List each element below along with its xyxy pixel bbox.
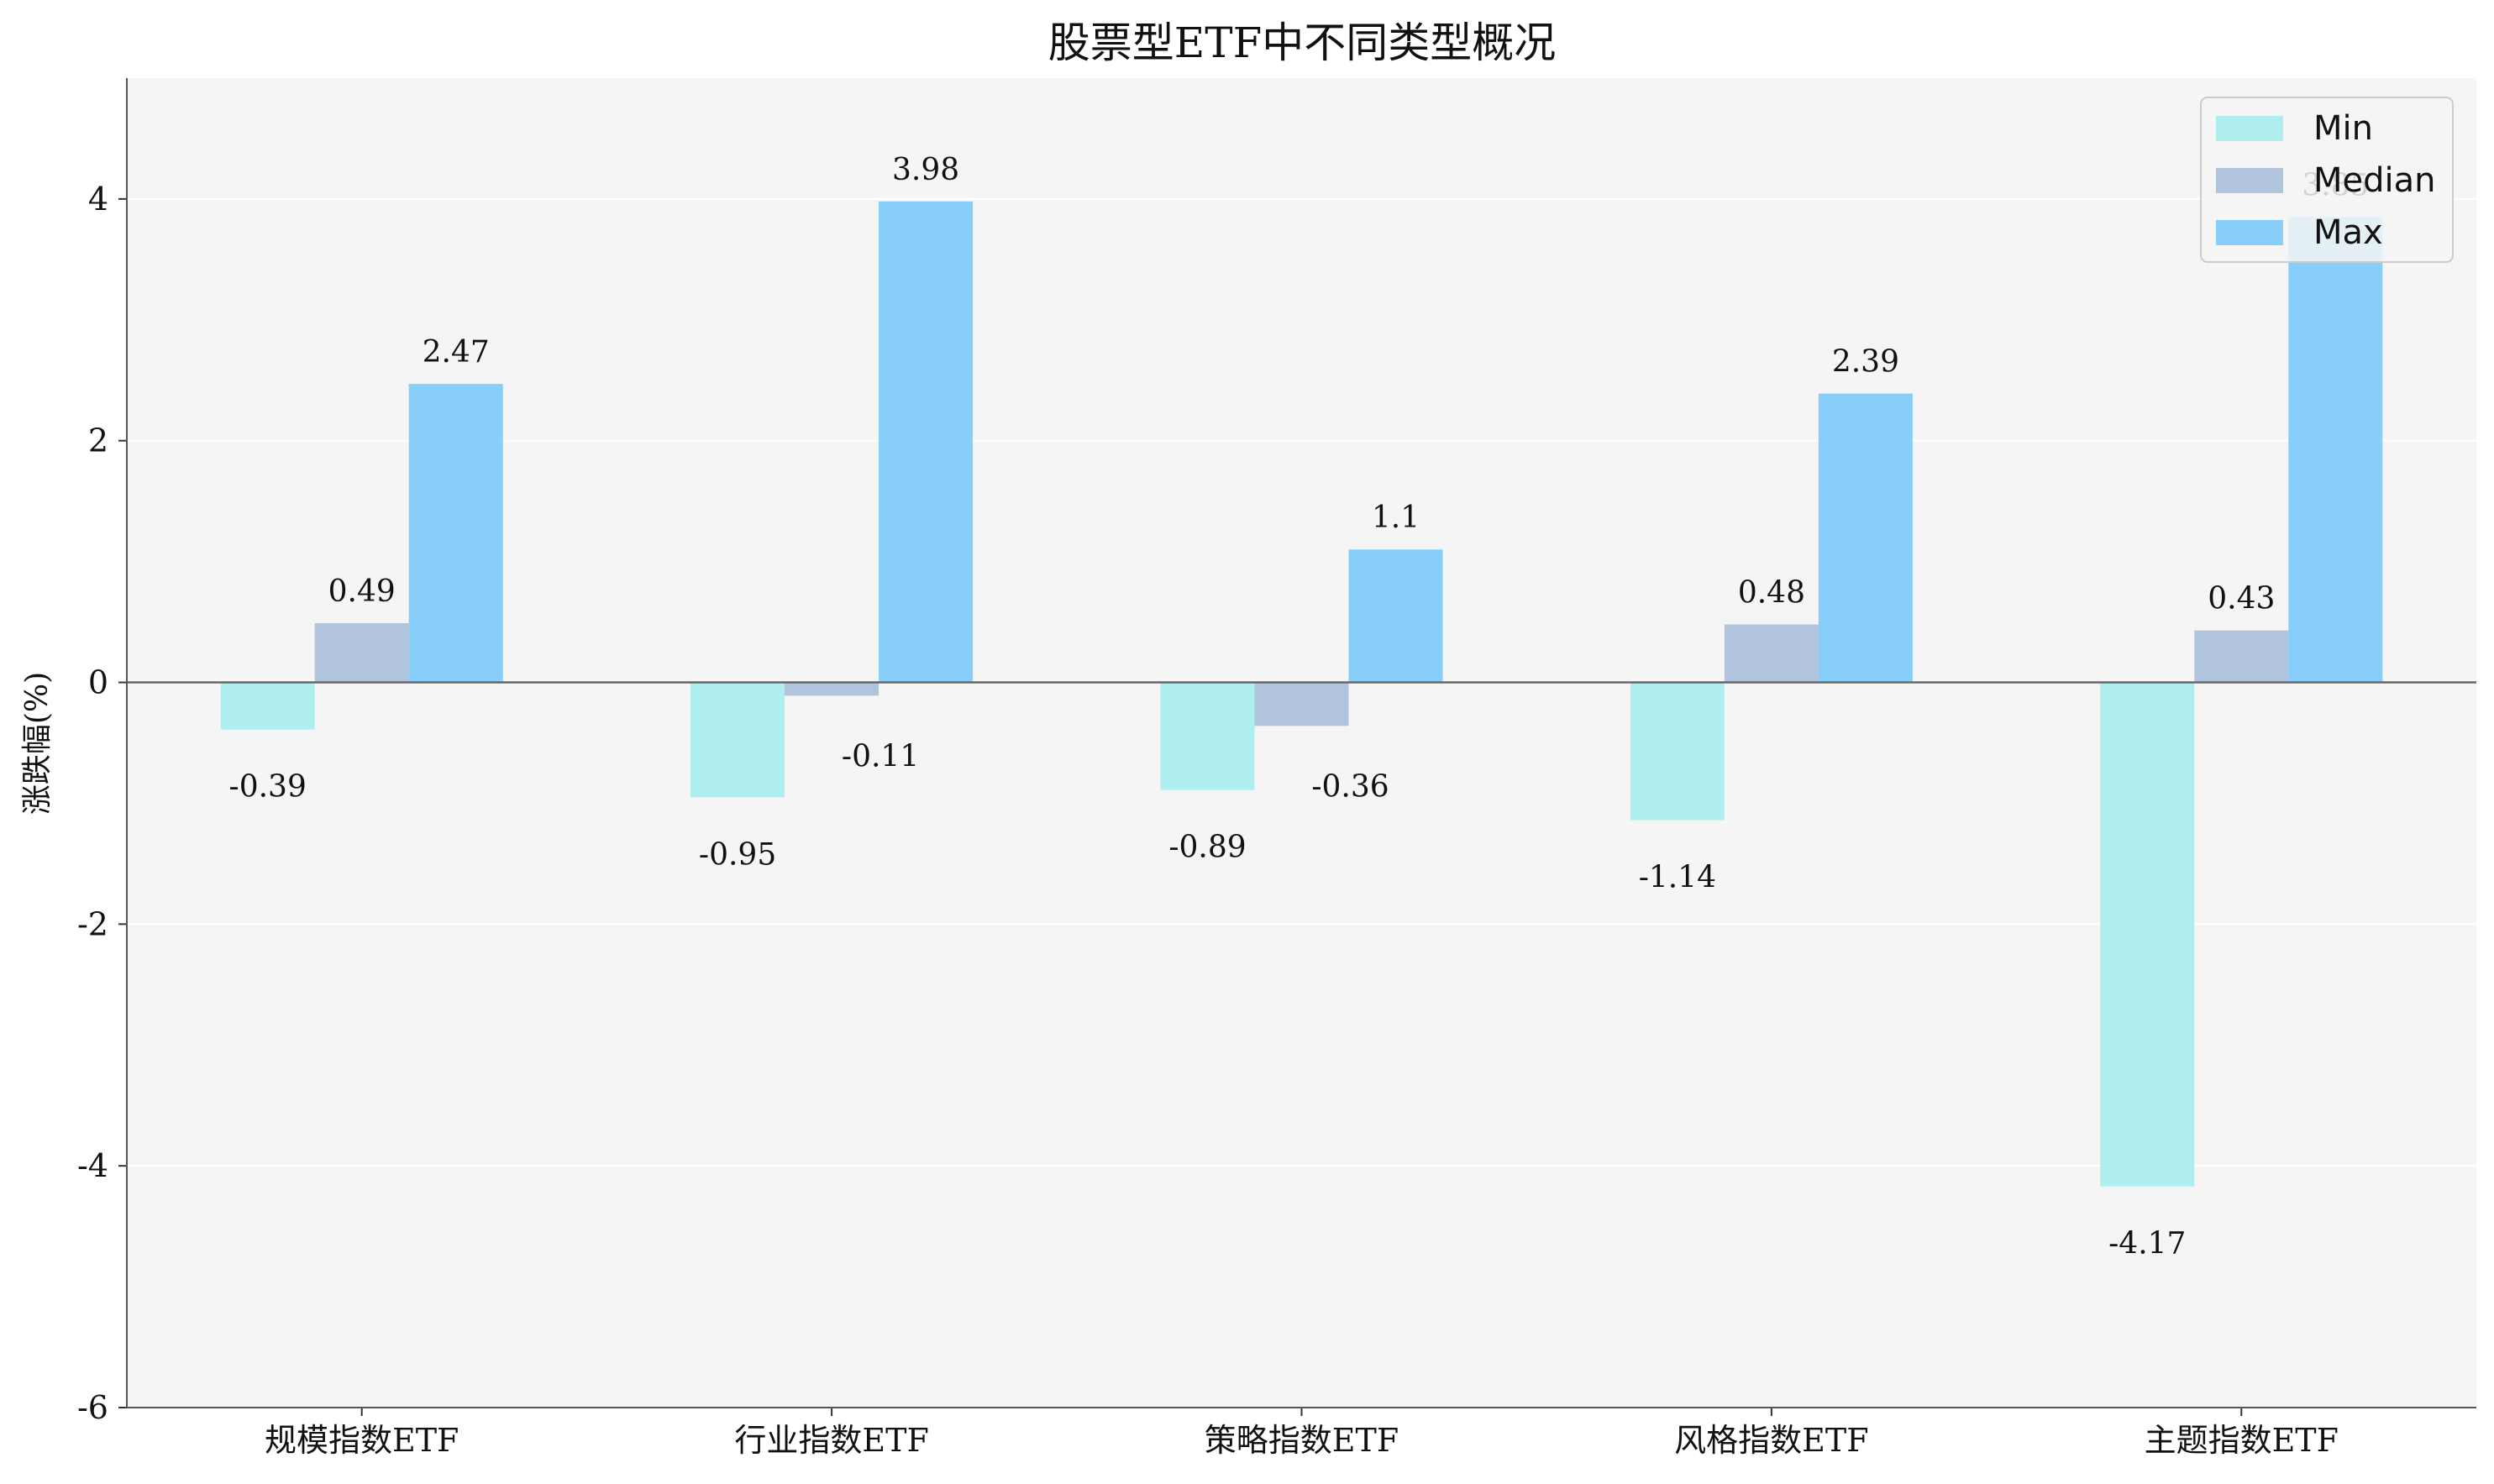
legend-swatch xyxy=(2216,116,2283,141)
x-tick-label: 策略指数ETF xyxy=(1205,1422,1399,1459)
bar xyxy=(690,682,785,798)
data-label: 0.43 xyxy=(2208,582,2275,616)
legend-label: Min xyxy=(2313,109,2373,148)
bar xyxy=(1160,682,1255,790)
y-tick-label: -4 xyxy=(77,1147,108,1184)
legend-label: Max xyxy=(2313,213,2383,252)
data-label: 0.48 xyxy=(1738,575,1805,610)
bar xyxy=(220,682,315,730)
data-label: 3.98 xyxy=(892,153,959,187)
y-tick-label: 2 xyxy=(88,422,108,459)
bar xyxy=(2100,682,2195,1187)
data-label: -0.39 xyxy=(229,770,307,805)
data-label: -0.95 xyxy=(699,837,776,872)
y-axis-label: 涨跌幅(%) xyxy=(20,672,55,815)
bar xyxy=(314,623,409,683)
bar xyxy=(1630,682,1725,821)
data-label: 0.49 xyxy=(328,574,396,609)
bar xyxy=(2194,630,2289,683)
data-label: -0.89 xyxy=(1168,831,1246,865)
axes: 规模指数ETF 行业指数ETF 策略指数ETF 风格指数ETF 主题指数ETF -6 -4 -… xyxy=(77,78,2476,1459)
plot-background xyxy=(127,78,2476,1408)
bar xyxy=(785,682,879,696)
data-label: -0.11 xyxy=(842,739,919,773)
x-tick-label: 行业指数ETF xyxy=(734,1422,928,1459)
y-tick-label: 4 xyxy=(88,181,108,218)
data-label: 2.39 xyxy=(1832,345,1899,380)
data-label: 2.47 xyxy=(423,335,490,370)
data-label: -0.36 xyxy=(1311,769,1389,804)
y-tick-label: -6 xyxy=(77,1389,108,1426)
bar xyxy=(408,384,503,683)
bar xyxy=(1254,682,1349,726)
x-tick-label: 规模指数ETF xyxy=(265,1422,459,1459)
data-label: -4.17 xyxy=(2108,1227,2186,1261)
x-tick-label: 风格指数ETF xyxy=(1674,1422,1868,1459)
legend: Min Median Max xyxy=(2200,97,2454,263)
bar xyxy=(1724,624,1819,683)
data-label: -1.14 xyxy=(1639,861,1716,895)
legend-swatch xyxy=(2216,220,2283,245)
chart-title: 股票型ETF中不同类型概况 xyxy=(1048,18,1557,67)
bar xyxy=(1818,393,1913,683)
bars xyxy=(220,201,2383,1187)
bar xyxy=(879,201,974,683)
bar xyxy=(2288,217,2383,683)
legend-label: Median xyxy=(2313,161,2436,200)
legend-swatch xyxy=(2216,168,2283,193)
x-tick-label: 主题指数ETF xyxy=(2145,1422,2339,1459)
y-tick-label: -2 xyxy=(77,905,108,942)
data-label: 1.1 xyxy=(1372,501,1420,535)
bar xyxy=(1348,549,1443,683)
y-tick-label: 0 xyxy=(88,664,108,701)
